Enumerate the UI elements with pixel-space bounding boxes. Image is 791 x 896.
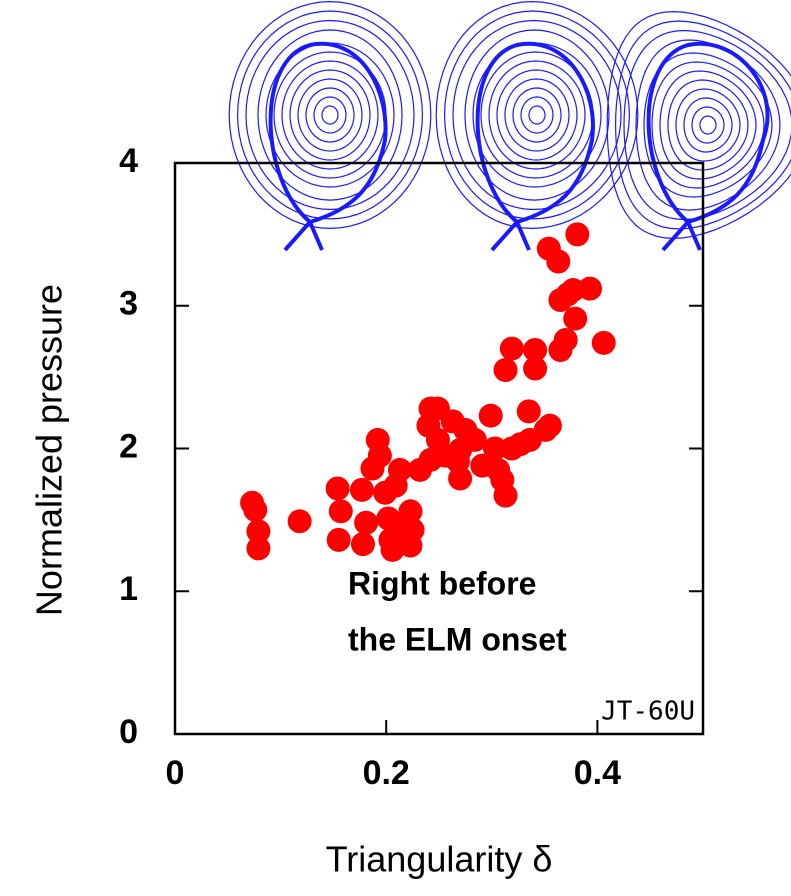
data-point (350, 532, 375, 557)
flux-contour (281, 60, 379, 170)
data-point (578, 276, 603, 301)
flux-contour (512, 87, 562, 143)
data-point (287, 509, 312, 534)
annotation: JT-60U (601, 697, 695, 727)
x-tick-label: 0.2 (363, 754, 410, 792)
data-point (328, 499, 353, 524)
data-point (537, 413, 562, 438)
flux-contour (496, 69, 578, 161)
annotation: Right before (348, 565, 536, 601)
x-tick-label: 0 (166, 754, 185, 792)
data-point (563, 306, 588, 331)
flux-contour (691, 106, 725, 144)
flux-contour (245, 19, 415, 211)
data-point (243, 497, 268, 522)
y-tick-label: 4 (119, 142, 138, 180)
flux-contour (472, 42, 602, 188)
flux-contour (635, 39, 781, 211)
flux-contour (528, 105, 546, 125)
x-axis-label: Triangularity δ (326, 839, 553, 880)
data-point (565, 222, 590, 247)
data-point (553, 328, 578, 353)
flux-contour (313, 96, 347, 134)
x-tick-label: 0.4 (574, 754, 621, 792)
data-point (448, 466, 473, 491)
flux-contour (667, 79, 749, 171)
flux-contour (305, 87, 355, 143)
y-tick-label: 0 (119, 713, 138, 751)
data-point (482, 436, 507, 461)
flux-contour (488, 60, 586, 170)
flux-contour (659, 70, 757, 180)
data-point (493, 357, 518, 382)
y-tick-label: 3 (119, 285, 138, 323)
y-tick-label: 1 (119, 570, 138, 608)
flux-contour (228, 0, 432, 230)
y-axis-label: Normalized pressure (29, 284, 70, 616)
flux-contour (289, 69, 371, 161)
flux-contour (297, 78, 363, 152)
flux-contour (606, 10, 791, 240)
data-point (523, 356, 548, 381)
separatrix (268, 41, 388, 252)
data-point (387, 457, 412, 482)
data-point (400, 517, 425, 542)
annotation: the ELM onset (348, 621, 567, 657)
data-point (380, 537, 405, 562)
data-point (499, 336, 524, 361)
flux-contour (623, 29, 791, 221)
data-point (326, 527, 351, 552)
separatrix (475, 41, 595, 252)
flux-contour (614, 20, 791, 230)
data-point (462, 427, 487, 452)
data-point (591, 330, 616, 355)
data-point (478, 403, 503, 428)
flux-contour (443, 10, 631, 220)
data-point (349, 477, 374, 502)
data-point (246, 519, 271, 544)
data-point (546, 249, 571, 274)
data-point (367, 443, 392, 468)
flux-contour (452, 19, 622, 211)
data-point (493, 483, 518, 508)
equilibrium-contours (228, 0, 791, 252)
flux-contour (675, 88, 741, 162)
data-point (398, 499, 423, 524)
flux-contour (435, 0, 639, 230)
data-point (516, 399, 541, 424)
flux-contour (520, 96, 554, 134)
flux-contour (699, 115, 717, 135)
separatrix (646, 41, 770, 252)
flux-contour (480, 51, 594, 179)
flux-contour (321, 105, 339, 125)
data-point (325, 476, 350, 501)
y-tick-label: 2 (119, 427, 138, 465)
data-point (354, 510, 379, 535)
flux-contour (504, 78, 570, 152)
flux-contour (265, 42, 395, 188)
flux-contour (683, 97, 733, 153)
flux-contour (643, 52, 773, 198)
data-point (523, 338, 548, 363)
flux-contour (651, 61, 765, 189)
data-point (246, 536, 271, 561)
flux-contour (236, 10, 424, 220)
